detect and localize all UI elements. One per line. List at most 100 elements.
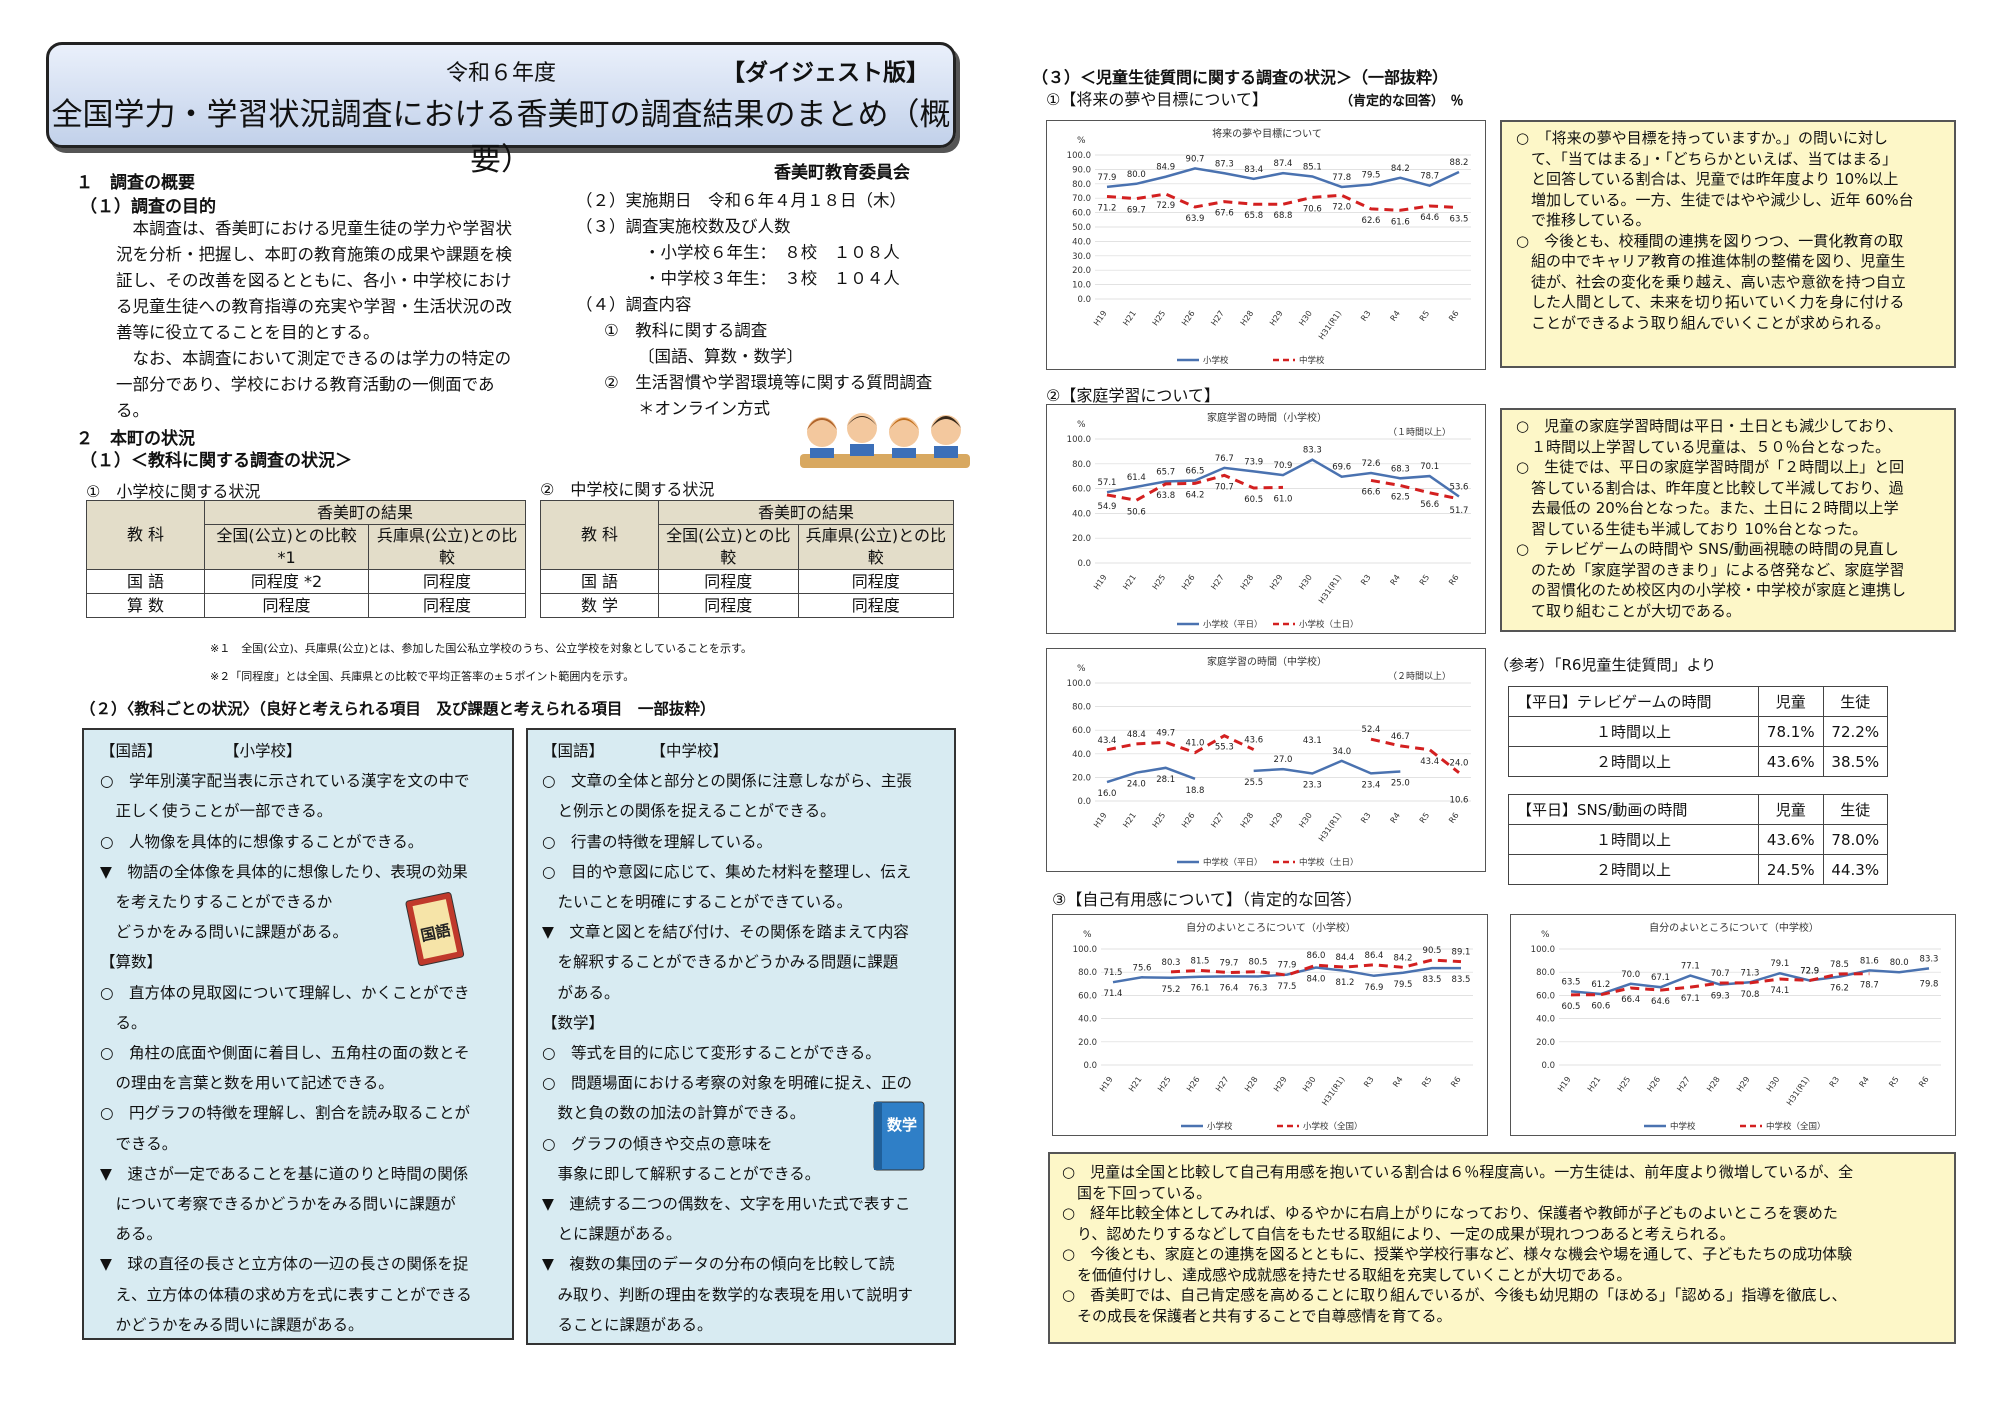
x-tick-label: H29 xyxy=(1735,1075,1752,1093)
data-label: 80.5 xyxy=(1249,958,1268,968)
data-label: 76.3 xyxy=(1249,983,1268,993)
data-label: 70.8 xyxy=(1741,990,1760,1000)
legend-label: 中学校 xyxy=(1299,355,1325,366)
x-tick-label: R5 xyxy=(1418,309,1431,323)
subjects-heading: （１）＜教科に関する調査の状況＞ xyxy=(80,451,352,471)
data-label: 63.5 xyxy=(1562,977,1581,987)
x-tick-label: R5 xyxy=(1418,811,1431,825)
data-label: 66.4 xyxy=(1621,995,1640,1005)
data-label: 27.0 xyxy=(1274,755,1293,765)
chart-home-study-elem: 家庭学習の時間（小学校） （１時間以上）% 100.0 80.0 60.0 40.0 20.… xyxy=(1046,404,1486,634)
data-label: 81.6 xyxy=(1860,956,1879,966)
x-tick-label: H30 xyxy=(1297,811,1314,829)
x-tick-label: H30 xyxy=(1297,309,1314,327)
y-tick-label: 0.0 xyxy=(1083,1061,1097,1071)
x-tick-label: H27 xyxy=(1209,309,1226,327)
data-label: 80.3 xyxy=(1162,958,1181,968)
x-tick-label: H21 xyxy=(1586,1075,1603,1093)
data-label: 69.3 xyxy=(1711,992,1730,1002)
x-tick-label: R6 xyxy=(1917,1075,1930,1089)
data-label: 68.3 xyxy=(1391,464,1410,474)
data-label: 63.8 xyxy=(1156,491,1175,501)
data-label: 23.4 xyxy=(1362,780,1381,790)
y-tick-label: 20.0 xyxy=(1072,773,1091,783)
data-label: 71.3 xyxy=(1741,968,1760,978)
x-tick-label: H26 xyxy=(1185,1075,1202,1093)
y-tick-label: 80.0 xyxy=(1078,968,1097,978)
data-label: 70.7 xyxy=(1711,969,1730,979)
japanese-book-icon: 国語 xyxy=(405,892,465,967)
data-label: 79.8 xyxy=(1920,979,1939,989)
data-label: 89.1 xyxy=(1452,948,1471,958)
x-tick-label: H26 xyxy=(1180,811,1197,829)
chart-title: 家庭学習の時間（中学校） xyxy=(1207,655,1327,668)
x-tick-label: R5 xyxy=(1420,1075,1433,1089)
x-tick-label: H19 xyxy=(1092,811,1109,829)
data-label: 70.6 xyxy=(1303,204,1322,214)
x-tick-label: R5 xyxy=(1418,573,1431,587)
data-label: 72.9 xyxy=(1800,966,1819,976)
x-tick-label: H27 xyxy=(1214,1075,1231,1093)
data-label: 84.4 xyxy=(1336,953,1355,963)
data-label: 63.5 xyxy=(1450,215,1469,225)
svg-text:国語: 国語 xyxy=(419,921,452,945)
data-label: 83.5 xyxy=(1423,975,1442,985)
note-2: ※２「同程度」とは全国、兵庫県との比較で平均正答率の±５ポイント範囲内を示す。 xyxy=(210,670,635,683)
y-tick-label: 80.0 xyxy=(1072,460,1091,470)
chart-home-study-mid: 家庭学習の時間（中学校） （２時間以上）% 100.0 80.0 60.0 40.0 20.… xyxy=(1046,648,1486,872)
data-label: 86.4 xyxy=(1365,951,1384,961)
y-tick-label: 40.0 xyxy=(1072,509,1091,519)
data-label: 72.0 xyxy=(1332,202,1351,212)
y-tick-label: 0.0 xyxy=(1077,295,1091,305)
survey-details: （２）実施期日 令和６年４月１８日（木） （３）調査実施校数及び人数 ・小学校６… xyxy=(576,191,933,418)
data-label: 70.0 xyxy=(1621,970,1640,980)
x-tick-label: H19 xyxy=(1092,573,1109,591)
data-label: 80.0 xyxy=(1890,958,1909,968)
data-label: 79.1 xyxy=(1770,959,1789,969)
data-label: 60.5 xyxy=(1244,495,1263,505)
data-label: 76.9 xyxy=(1365,983,1384,993)
x-tick-label: R3 xyxy=(1359,573,1372,587)
data-label: 69.6 xyxy=(1332,463,1351,473)
ref-table-game: 【平日】テレビゲームの時間 児童 生徒 １時間以上 78.1% 72.2% ２時間以上 4… xyxy=(1508,686,1888,777)
x-tick-label: H19 xyxy=(1556,1075,1573,1093)
data-label: 87.4 xyxy=(1274,159,1293,169)
data-label: 67.6 xyxy=(1215,209,1234,219)
data-label: 83.4 xyxy=(1244,165,1263,175)
x-tick-label: R6 xyxy=(1447,811,1460,825)
data-label: 43.1 xyxy=(1303,736,1322,746)
data-label: 90.7 xyxy=(1186,154,1205,164)
data-label: 66.6 xyxy=(1362,487,1381,497)
chart-subtitle: （２時間以上） xyxy=(1388,671,1451,682)
table-row: 算 数同程度 同程度 xyxy=(86,593,526,618)
y-tick-label: 100.0 xyxy=(1067,151,1091,161)
x-tick-label: H27 xyxy=(1209,811,1226,829)
data-label: 62.5 xyxy=(1391,493,1410,503)
y-tick-label: 20.0 xyxy=(1078,1038,1097,1048)
legend-label: 中学校（全国） xyxy=(1766,1121,1826,1132)
data-label: 84.2 xyxy=(1394,953,1413,963)
commentary-home-study: ○ 児童の家庭学習時間は平日・土日とも減少しており、 １時間以上学習している児童… xyxy=(1500,408,1956,632)
data-label: 52.4 xyxy=(1362,725,1381,735)
legend-label: 中学校（土日） xyxy=(1299,857,1359,868)
series-line xyxy=(1106,167,1460,189)
y-tick-label: 40.0 xyxy=(1072,237,1091,247)
data-label: 24.0 xyxy=(1127,780,1146,790)
y-axis-label: % xyxy=(1083,930,1092,940)
x-tick-label: R4 xyxy=(1388,811,1401,825)
data-label: 75.2 xyxy=(1162,985,1181,995)
table-row: １時間以上 78.1% 72.2% xyxy=(1508,716,1888,747)
data-label: 28.1 xyxy=(1156,775,1175,785)
data-label: 87.3 xyxy=(1215,159,1234,169)
data-label: 79.7 xyxy=(1220,959,1239,969)
legend-label: 小学校 xyxy=(1203,355,1229,366)
data-label: 80.0 xyxy=(1127,170,1146,180)
data-label: 69.7 xyxy=(1127,206,1146,216)
q3-label: ③【自己有用感について】（肯定的な回答） xyxy=(1052,890,1362,909)
data-label: 77.9 xyxy=(1098,173,1117,183)
table-row: ２時間以上 43.6% 38.5% xyxy=(1508,746,1888,777)
x-tick-label: R4 xyxy=(1388,573,1401,587)
y-tick-label: 80.0 xyxy=(1536,968,1555,978)
x-tick-label: H29 xyxy=(1268,573,1285,591)
x-tick-label: R3 xyxy=(1362,1075,1375,1089)
